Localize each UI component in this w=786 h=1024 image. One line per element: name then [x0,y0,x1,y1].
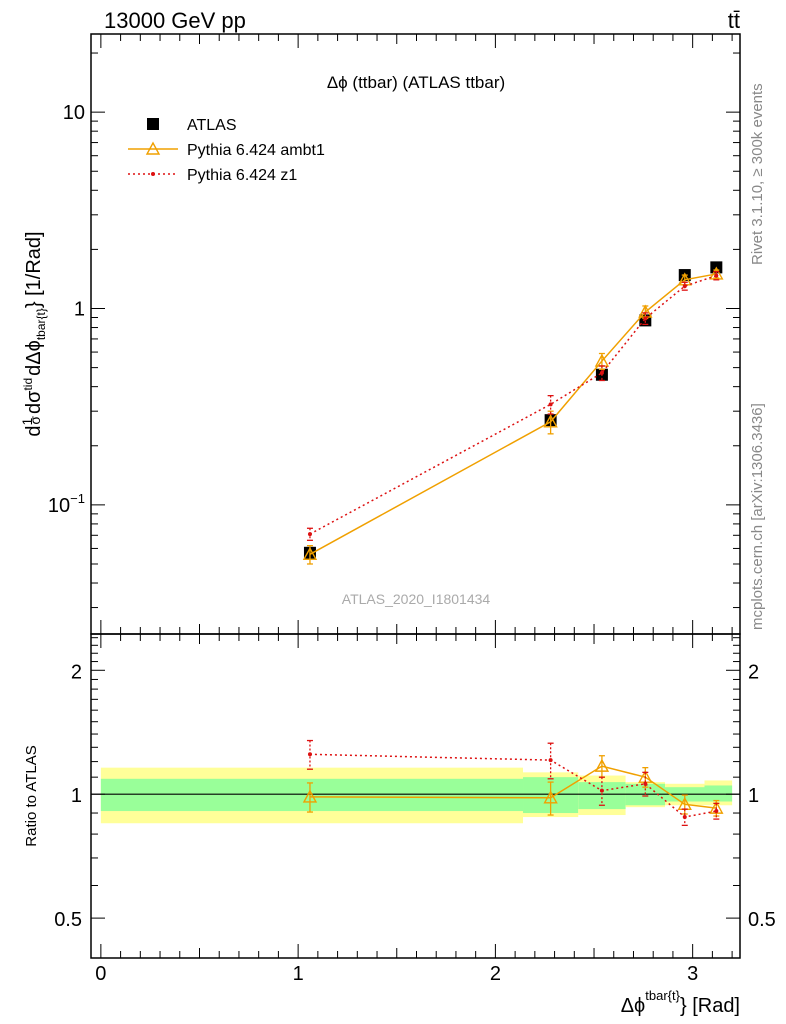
xtick-label: 1 [293,963,304,985]
series-1 [302,266,724,565]
x-axis-label: Δϕtbar{t}} [Rad] [621,988,740,1017]
main-title: Δϕ (ttbar) (ATLAS ttbar) [327,73,505,92]
legend-marker [151,172,155,176]
legend-marker [145,141,161,155]
rivet-label: Rivet 3.1.10, ≥ 300k events [749,83,766,265]
mcplots-label: mcplots.cern.ch [arXiv:1306.3436] [749,403,766,630]
ratio-point [302,789,318,803]
legend-label: ATLAS [187,117,237,134]
header-right: tt̄ [728,8,740,33]
svg-text:d1σdσtiddΔϕtbar{t}} [1/Rad]: d1σdσtiddΔϕtbar{t}} [1/Rad] [19,231,48,436]
data-point [714,273,719,278]
main-panel: 10 1 10−1 Δϕ (ttbar) (ATLAS ttbar) ATLAS_2… [19,33,741,635]
ratio-ytick-label: 1 [71,785,82,807]
ratio-point [682,815,687,820]
data-point [599,370,604,375]
ratio-panel: 0.5 0.5 1 1 2 2 0 1 2 3 Ratio to ATLAS Δϕtbar{t}}… [23,633,776,1017]
ratio-point [548,758,553,763]
data-point [643,316,648,321]
xtick-label: 2 [490,963,501,985]
ratio-ylabel: Ratio to ATLAS [23,745,40,846]
ratio-ytick-label-right: 0.5 [748,909,776,931]
series-line [309,273,717,555]
data-point [302,546,318,561]
ratio-ytick-label-right: 1 [748,785,759,807]
ratio-line [309,765,717,809]
ratio-ytick-label: 0.5 [54,909,82,931]
ratio-line [309,753,717,818]
data-point [548,402,553,407]
series-0 [303,261,723,559]
data-point [543,414,558,428]
header-left: 13000 GeV pp [104,8,246,33]
legend-label: Pythia 6.424 z1 [187,167,297,184]
legend-entry: Pythia 6.424 ambt1 [128,141,325,159]
ratio-point [714,809,719,814]
ratio-point [543,790,558,804]
xtick-label: 0 [95,963,106,985]
legend: ATLAS Pythia 6.424 ambt1 Pythia 6.424 z1 [128,117,325,184]
main-ytick-label: 1 [74,299,85,321]
data-point [307,532,312,537]
legend-marker [147,118,159,130]
ratio-point [307,752,312,757]
ratio-ytick-label-right: 2 [748,661,759,683]
main-ytick-label: 10 [63,102,85,124]
main-ytick-label: 10−1 [48,491,85,517]
band-green [704,785,733,802]
data-point [682,284,687,289]
ratio-point [599,788,604,793]
series-2 [306,271,720,541]
legend-label: Pythia 6.424 ambt1 [187,142,325,159]
data-point [709,266,724,280]
ratio-point [643,781,648,786]
legend-entry: Pythia 6.424 z1 [128,167,297,184]
ratio-point [594,758,610,772]
ratio-frame [90,633,741,959]
xtick-label: 3 [687,963,698,985]
legend-entry: ATLAS [147,117,237,134]
ratio-ytick-label: 2 [71,661,82,683]
series-line [309,274,717,535]
watermark: ATLAS_2020_I1801434 [342,591,491,607]
ratio-series-1 [306,739,720,827]
main-ylabel: d1σdσtiddΔϕtbar{t}} [1/Rad] [19,231,48,436]
